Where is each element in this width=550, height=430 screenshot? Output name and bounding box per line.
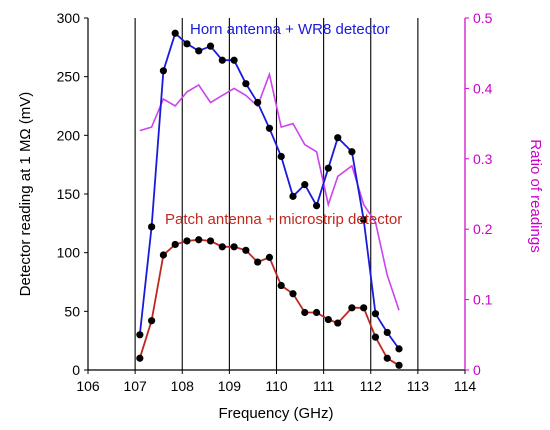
series-ratio-of-readings <box>139 71 400 311</box>
horn-point <box>334 134 342 142</box>
x-tick-label: 106 <box>76 378 100 394</box>
patch-point <box>206 237 215 245</box>
y-axis-label: Detector reading at 1 MΩ (mV) <box>17 92 34 297</box>
y2-tick-label: 0.5 <box>473 10 493 26</box>
x-tick-label: 112 <box>360 378 383 394</box>
y-tick-labels: 0 50 100 150 200 250 300 <box>57 10 88 378</box>
horn-point <box>324 164 332 172</box>
patch-point <box>159 251 167 259</box>
horn-point <box>159 67 167 75</box>
horn-point <box>195 47 203 55</box>
horn-point <box>277 152 285 161</box>
patch-point <box>148 317 156 325</box>
series-patch-antenna <box>136 236 403 369</box>
horn-point <box>312 202 321 210</box>
horn-point <box>242 80 250 88</box>
ratio-line <box>139 71 400 311</box>
patch-point <box>277 281 285 290</box>
series-horn-antenna <box>136 29 403 353</box>
horn-point <box>348 148 356 156</box>
patch-point <box>312 308 321 317</box>
patch-point <box>136 354 144 362</box>
x-tick-label: 107 <box>123 378 147 394</box>
vertical-gridlines <box>134 18 419 370</box>
y2-tick-label: 0.1 <box>473 292 493 308</box>
patch-annotation: Patch antenna + microstrip detector <box>165 211 402 228</box>
y2-tick-label: 0.3 <box>473 151 493 167</box>
horn-point <box>254 98 262 107</box>
patch-point <box>242 246 250 254</box>
y-tick-label: 250 <box>57 69 81 85</box>
horn-annotation: Horn antenna + WR8 detector <box>190 21 390 38</box>
horn-point <box>360 216 368 224</box>
x-tick-label: 113 <box>407 378 430 394</box>
horn-point <box>136 331 144 339</box>
x-tick-labels: 106 107 108 109 110 111 112 113 114 <box>76 370 476 394</box>
patch-point <box>301 308 309 317</box>
horn-point <box>265 124 274 132</box>
patch-point <box>183 237 191 245</box>
y-tick-label: 200 <box>57 127 81 143</box>
patch-point <box>348 304 356 312</box>
y-tick-label: 50 <box>64 303 80 319</box>
patch-point <box>265 253 274 261</box>
y2-axis-label: Ratio of readings <box>527 139 544 252</box>
y2-tick-label: 0.4 <box>473 80 493 96</box>
patch-point <box>334 319 342 327</box>
x-tick-label: 109 <box>218 378 242 394</box>
y2-tick-label: 0.2 <box>473 221 493 237</box>
y2-tick-label: 0 <box>473 362 481 378</box>
x-tick-label: 110 <box>265 378 288 394</box>
x-tick-label: 114 <box>454 378 477 394</box>
horn-point <box>148 223 156 231</box>
x-axis-label: Frequency (GHz) <box>218 405 333 422</box>
patch-point <box>324 315 332 324</box>
horn-point <box>289 192 297 200</box>
patch-point <box>383 354 391 362</box>
patch-point <box>395 361 403 369</box>
horn-point <box>230 56 238 64</box>
y-tick-label: 0 <box>72 362 80 378</box>
y-tick-label: 300 <box>57 10 81 26</box>
patch-point <box>171 240 179 249</box>
patch-point <box>289 290 297 298</box>
horn-point <box>371 310 380 318</box>
patch-point <box>230 243 238 251</box>
y2-tick-labels: 0 0.1 0.2 0.3 0.4 0.5 <box>465 10 493 378</box>
horn-point <box>383 328 391 337</box>
x-tick-label: 111 <box>313 378 334 394</box>
x-tick-label: 108 <box>171 378 195 394</box>
patch-point <box>360 304 368 312</box>
horn-point <box>301 181 309 189</box>
y-tick-label: 100 <box>57 245 81 261</box>
horn-point <box>218 56 226 64</box>
y-tick-label: 150 <box>57 186 81 202</box>
patch-point <box>218 243 226 251</box>
horn-point <box>395 345 403 353</box>
patch-point <box>254 258 262 266</box>
patch-point <box>371 333 380 341</box>
patch-point <box>195 236 203 244</box>
horn-point <box>171 29 179 37</box>
horn-point <box>183 40 191 48</box>
horn-point <box>206 42 215 50</box>
